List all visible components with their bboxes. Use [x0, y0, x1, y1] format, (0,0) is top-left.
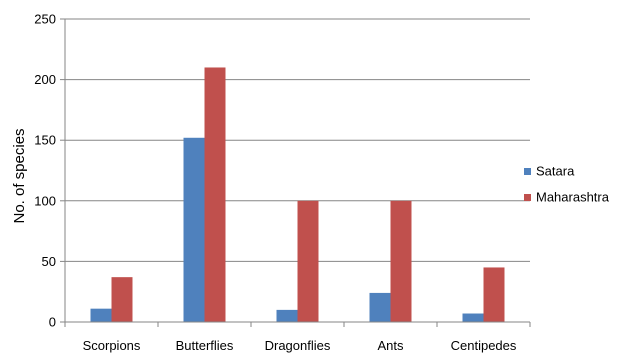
bar-maharashtra-butterflies [204, 67, 226, 322]
bars [90, 67, 505, 322]
legend-swatch-maharashtra [524, 194, 531, 201]
bar-satara-dragonflies [276, 309, 298, 322]
legend-swatch-satara [524, 168, 531, 175]
y-axis-title: No. of species [11, 128, 28, 223]
x-tick-labels: Scorpions Butterflies Dragonflies Ants Centi… [83, 338, 517, 353]
gridlines [65, 18, 530, 262]
legend-label-satara: Satara [536, 164, 575, 179]
y-tick-label: 150 [34, 133, 56, 148]
bar-maharashtra-scorpions [111, 277, 133, 322]
y-tick-label: 0 [49, 315, 56, 330]
y-tick-label: 50 [42, 254, 56, 269]
bar-satara-ants [369, 292, 391, 322]
y-tick-label: 100 [34, 193, 56, 208]
bar-maharashtra-centipedes [483, 267, 505, 322]
legend-label-maharashtra: Maharashtra [536, 190, 610, 205]
bar-maharashtra-ants [390, 200, 412, 322]
x-tick-label: Scorpions [83, 338, 141, 353]
y-tick-label: 250 [34, 12, 56, 27]
y-tick-labels: 0 50 100 150 200 250 [34, 12, 56, 330]
bar-satara-butterflies [183, 137, 205, 322]
x-tick-label: Centipedes [451, 338, 517, 353]
y-tick-label: 200 [34, 72, 56, 87]
x-tick-label: Dragonflies [265, 338, 331, 353]
bar-satara-centipedes [462, 313, 484, 322]
axes [60, 18, 531, 327]
x-tick-label: Butterflies [176, 338, 234, 353]
bar-satara-scorpions [90, 308, 112, 322]
legend: Satara Maharashtra [524, 164, 610, 205]
bar-maharashtra-dragonflies [297, 200, 319, 322]
x-tick-label: Ants [377, 338, 404, 353]
